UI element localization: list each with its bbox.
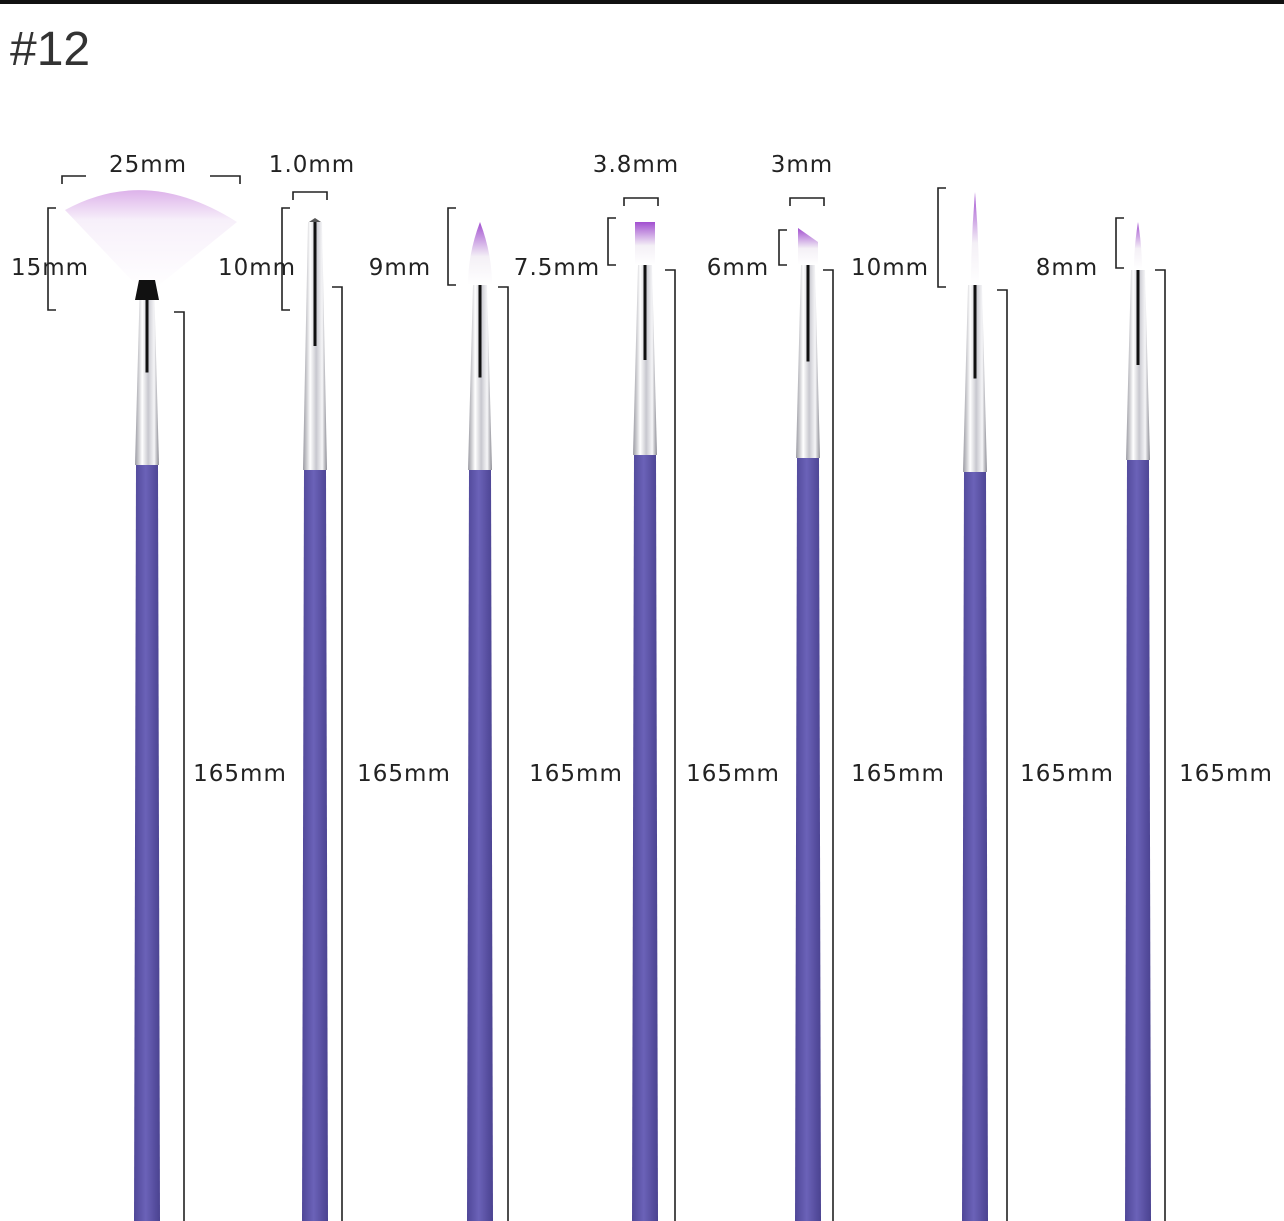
brush-3-bristles — [468, 222, 492, 285]
length-label-1: 165mm — [193, 761, 287, 787]
width-label-4: 3.8mm — [592, 152, 680, 178]
brush-5-length-bracket — [823, 269, 834, 1221]
width-label-1: 25mm — [108, 152, 188, 178]
brush-3-handle — [467, 470, 493, 1221]
head-bracket-6 — [937, 187, 946, 288]
length-label-6: 165mm — [1020, 761, 1114, 787]
head-label-3: 9mm — [368, 255, 432, 281]
brush-1-fan-bristles — [65, 190, 237, 290]
brush-7-bristles — [1134, 222, 1142, 270]
brush-4-bristles — [635, 222, 655, 265]
width-label-5: 3mm — [770, 152, 834, 178]
brush-2-handle — [302, 470, 328, 1221]
head-label-7: 8mm — [1035, 255, 1099, 281]
width-bracket-2 — [292, 191, 328, 200]
brush-6-length-bracket — [997, 289, 1008, 1221]
length-label-5: 165mm — [851, 761, 945, 787]
brush-1-ferrule-shadow — [145, 280, 149, 373]
top-border — [0, 0, 1284, 4]
brush-5-handle — [795, 458, 821, 1221]
brush-2-ferrule-shadow — [313, 222, 317, 346]
head-label-2: 10mm — [217, 255, 297, 281]
width-bracket-1-left — [61, 175, 86, 184]
head-bracket-4 — [607, 217, 616, 266]
head-bracket-3 — [447, 207, 456, 286]
head-bracket-1 — [47, 207, 56, 311]
brush-3-length-bracket — [498, 286, 509, 1221]
brush-3-ferrule-shadow — [478, 285, 482, 378]
width-bracket-5 — [789, 197, 825, 206]
brush-4-handle — [632, 455, 658, 1221]
head-label-5: 6mm — [706, 255, 770, 281]
product-number-title: #12 — [10, 23, 91, 76]
head-bracket-5 — [778, 229, 787, 266]
brush-6-handle — [962, 472, 988, 1221]
brush-1-length-bracket — [174, 311, 185, 1221]
brush-2-length-bracket — [332, 286, 343, 1221]
length-label-3: 165mm — [529, 761, 623, 787]
brush-7-length-bracket — [1155, 269, 1166, 1221]
width-label-2: 1.0mm — [268, 152, 356, 178]
brush-4-ferrule-shadow — [643, 265, 647, 360]
width-bracket-4 — [623, 197, 659, 206]
head-label-4: 7.5mm — [513, 255, 601, 281]
brush-5-ferrule-shadow — [806, 265, 810, 362]
head-bracket-7 — [1115, 217, 1124, 269]
length-label-2: 165mm — [357, 761, 451, 787]
head-bracket-2 — [281, 207, 290, 311]
brush-6-bristles — [971, 192, 979, 285]
brush-1-crimp — [135, 280, 159, 300]
brush-7-ferrule-shadow — [1136, 270, 1140, 365]
length-label-4: 165mm — [686, 761, 780, 787]
head-label-6: 10mm — [850, 255, 930, 281]
brush-2-bristles — [309, 218, 321, 222]
length-label-7: 165mm — [1179, 761, 1273, 787]
brush-1-handle — [134, 465, 160, 1221]
brush-5-bristles — [798, 228, 818, 265]
width-bracket-1-right — [210, 175, 241, 184]
brush-6-ferrule-shadow — [973, 285, 977, 379]
head-label-1: 15mm — [10, 255, 90, 281]
brush-7-handle — [1125, 460, 1151, 1221]
brush-4-length-bracket — [665, 269, 676, 1221]
